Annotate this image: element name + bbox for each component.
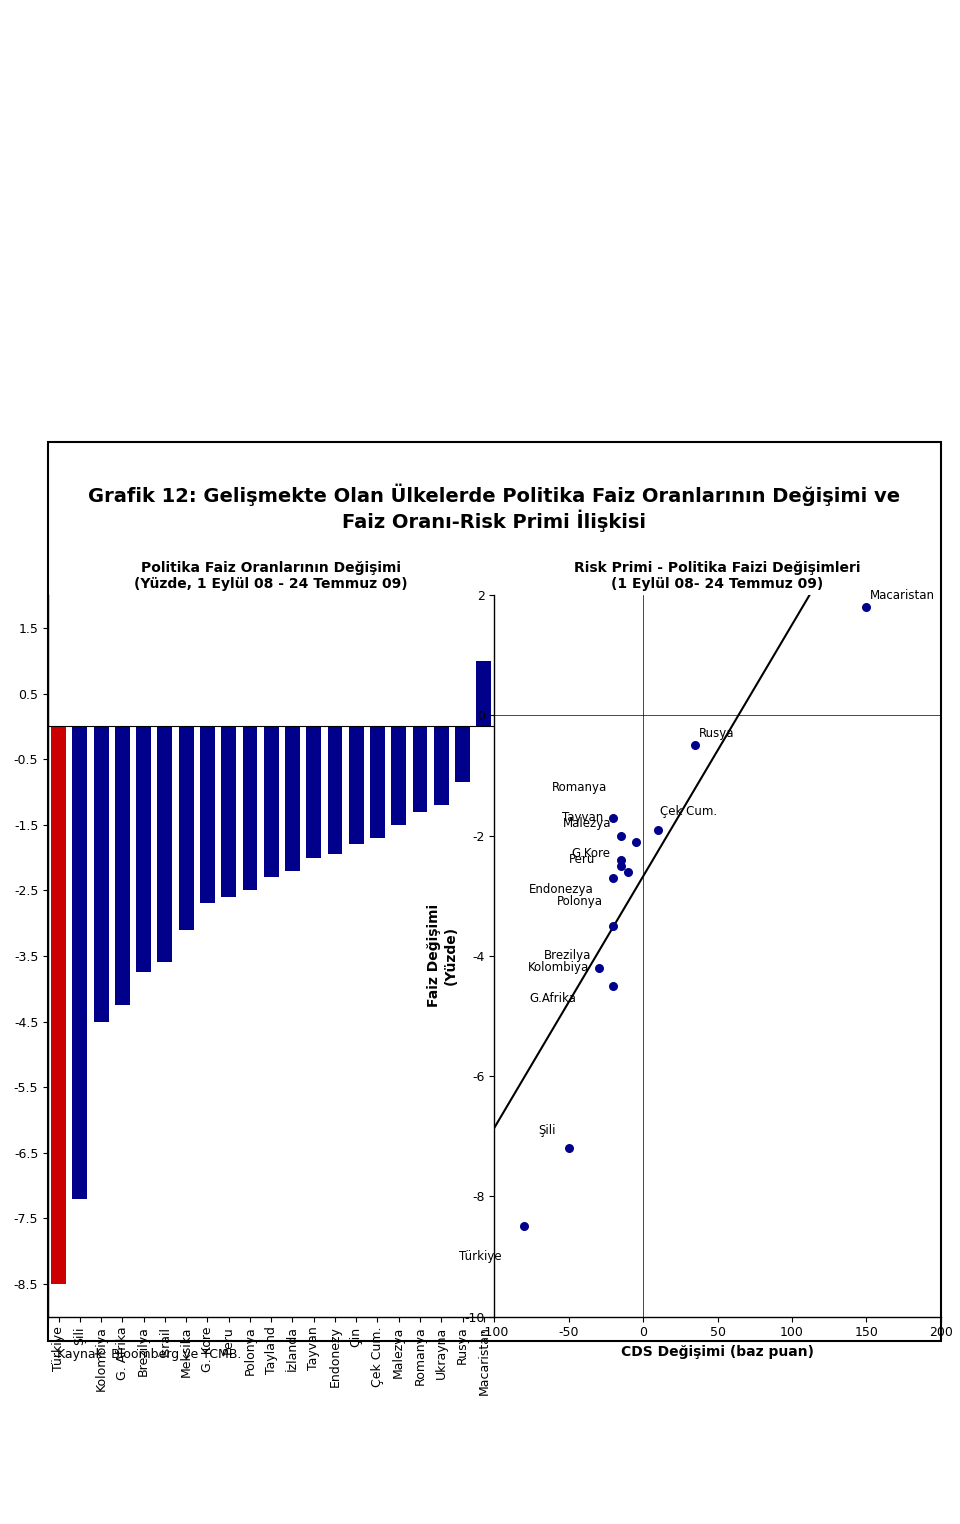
Bar: [94, 727, 108, 1021]
Bar: [200, 727, 215, 904]
Text: Türkiye: Türkiye: [459, 1250, 502, 1263]
Point: [606, 974, 621, 998]
Bar: [179, 727, 194, 930]
X-axis label: CDS Değişimi (baz puan): CDS Değişimi (baz puan): [621, 1346, 814, 1359]
Text: Peru: Peru: [569, 853, 595, 866]
Bar: [370, 727, 385, 838]
Point: [516, 1215, 532, 1239]
Text: Rusya: Rusya: [699, 727, 734, 741]
Text: G.Afrika: G.Afrika: [529, 992, 576, 1004]
Text: Brezilya: Brezilya: [543, 949, 591, 963]
Point: [651, 817, 666, 841]
Bar: [306, 727, 322, 858]
Point: [687, 733, 703, 757]
Point: [561, 1135, 576, 1160]
Point: [606, 806, 621, 831]
Point: [628, 829, 643, 853]
Text: Macaristan: Macaristan: [870, 588, 935, 602]
Bar: [72, 727, 87, 1198]
Text: Grafik 12: Gelişmekte Olan Ülkelerde Politika Faiz Oranlarının Değişimi ve
Faiz : Grafik 12: Gelişmekte Olan Ülkelerde Pol…: [88, 483, 900, 532]
Bar: [327, 727, 343, 855]
Bar: [51, 727, 66, 1283]
Text: Şili: Şili: [538, 1123, 556, 1137]
Text: Romanya: Romanya: [551, 782, 607, 794]
Point: [858, 594, 874, 619]
Text: Tayvan: Tayvan: [562, 811, 603, 824]
Text: Kaynak: Bloomberg ve TCMB.: Kaynak: Bloomberg ve TCMB.: [57, 1349, 241, 1361]
Point: [613, 823, 629, 847]
Bar: [413, 727, 427, 812]
Text: Çek Cum.: Çek Cum.: [660, 805, 717, 818]
Point: [606, 914, 621, 939]
Point: [613, 853, 629, 878]
Bar: [115, 727, 130, 1006]
Bar: [476, 661, 492, 727]
Bar: [285, 727, 300, 870]
Point: [621, 860, 636, 884]
Y-axis label: Faiz Değişimi
(Yüzde): Faiz Değişimi (Yüzde): [427, 904, 457, 1007]
Text: G.Kore: G.Kore: [571, 847, 611, 860]
Bar: [392, 727, 406, 824]
Bar: [136, 727, 151, 972]
Bar: [157, 727, 173, 963]
Bar: [348, 727, 364, 844]
Text: Polonya: Polonya: [557, 895, 603, 908]
Point: [606, 866, 621, 890]
Bar: [434, 727, 448, 805]
Point: [591, 956, 607, 980]
Title: Politika Faiz Oranlarının Değişimi
(Yüzde, 1 Eylül 08 - 24 Temmuz 09): Politika Faiz Oranlarının Değişimi (Yüzd…: [134, 561, 408, 591]
Text: Kolombiya: Kolombiya: [528, 962, 588, 974]
Point: [613, 847, 629, 872]
Bar: [221, 727, 236, 898]
Bar: [243, 727, 257, 890]
Title: Risk Primi - Politika Faizi Değişimleri
(1 Eylül 08- 24 Temmuz 09): Risk Primi - Politika Faizi Değişimleri …: [574, 561, 861, 591]
Bar: [264, 727, 278, 878]
Text: Malezya: Malezya: [563, 817, 612, 831]
Text: Endonezya: Endonezya: [529, 884, 594, 896]
Bar: [455, 727, 470, 782]
